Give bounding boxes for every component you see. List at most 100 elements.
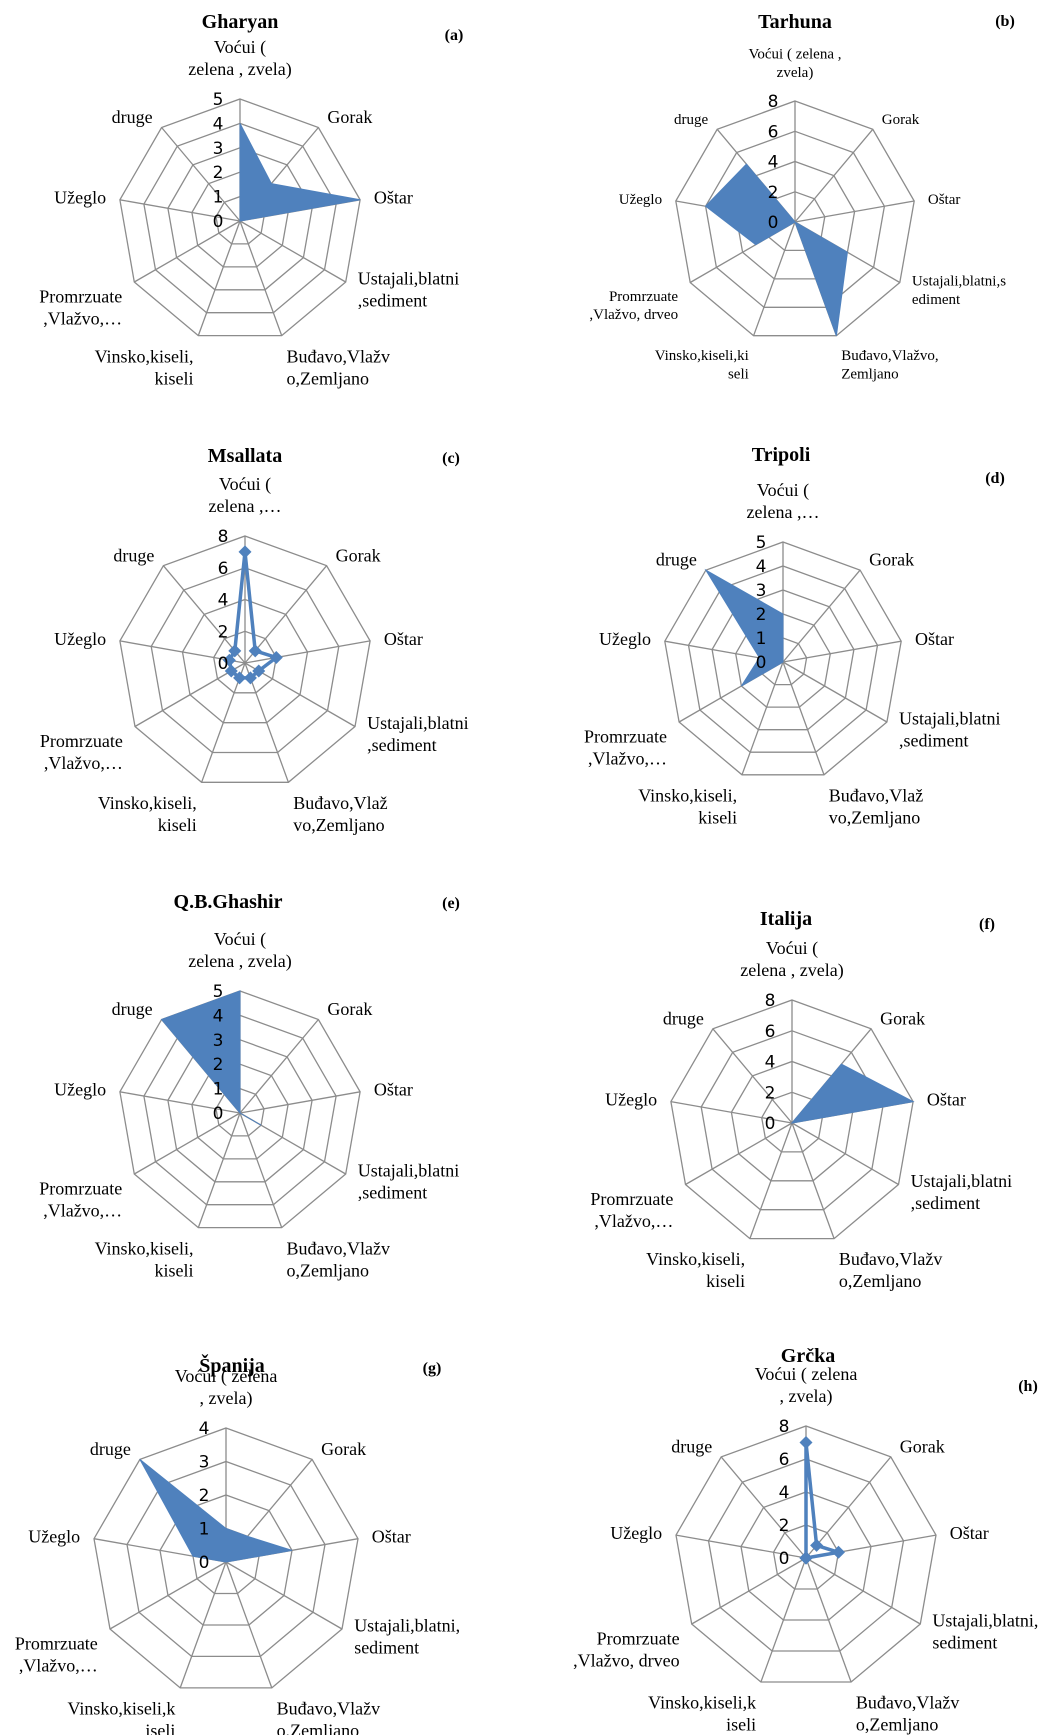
data-point-vocui-zelena-zvela <box>799 1436 813 1449</box>
chart-title: Msallata <box>208 445 282 467</box>
tick-label: 5 <box>213 982 224 1002</box>
radar-panel-q-b-ghashir: 0 1 2 3 4 5 Voćui (zelena , zvela) Gorak Oštar Us… <box>39 891 460 1280</box>
tick-label: 4 <box>199 1419 210 1439</box>
tick-label: 5 <box>213 90 224 110</box>
grid-ring <box>670 999 914 1240</box>
tick-label: 1 <box>213 1080 224 1100</box>
chart-title: Tripoli <box>752 444 811 466</box>
axis-label-promrzuate-vlazvo: Promrzuate ,Vlažvo,… <box>15 1634 98 1676</box>
axis-label-ostar: Oštar <box>915 629 954 649</box>
axis-label-uzeglo: Užeglo <box>54 1080 106 1100</box>
series-area <box>160 990 262 1126</box>
grid-ring <box>740 1491 872 1621</box>
axis-spoke <box>239 220 347 283</box>
axis-label-ustajali-blatni-sediment: Ustajali,blatni,sediment <box>354 1615 460 1657</box>
axis-label-bu-avo-vlaz-vo-zemljano: Buđavo,Vlaž vo,Zemljano <box>829 785 923 827</box>
tick-label: 6 <box>768 122 779 142</box>
axis-label-vinsko-kiseli-kiseli: Vinsko,kiseli, kiseli <box>95 346 194 388</box>
grid-ring <box>711 589 855 731</box>
grid-ring <box>191 1063 289 1160</box>
chart-title: Tarhuna <box>758 11 832 33</box>
axis-spoke <box>244 640 371 664</box>
axis-label-uzeglo: Užeglo <box>599 629 651 649</box>
data-point-promrzuate-vlazvo <box>224 664 238 678</box>
data-point-ustajali-blatni-sediment <box>252 664 266 678</box>
series-area <box>239 123 361 222</box>
axis-label-ostar: Oštar <box>927 1090 966 1110</box>
axis-label-ostar: Oštar <box>372 1527 411 1547</box>
axis-label-vocui-zelena-zvela: Voćui (zelena , zvela) <box>740 938 843 981</box>
tick-label: 2 <box>213 163 224 183</box>
tick-label: 0 <box>756 653 767 673</box>
axis-label-vinsko-kiseli-k-iseli: Vinsko,kiseli,k iseli <box>67 1699 175 1735</box>
axis-spoke <box>691 1557 807 1625</box>
axis-spoke <box>794 128 874 223</box>
grid-ring <box>687 565 879 753</box>
tick-label: 0 <box>213 1104 224 1124</box>
axis-label-druge: druge <box>113 545 154 565</box>
panel-label: (f) <box>979 916 995 933</box>
axis-label-ostar: Oštar <box>928 192 961 208</box>
axis-spoke <box>685 1122 793 1186</box>
axis-spoke <box>782 640 902 663</box>
grid-ring <box>167 147 313 291</box>
tick-label: 0 <box>218 654 229 674</box>
grid-ring <box>167 1039 313 1183</box>
series-line <box>804 1440 841 1560</box>
axis-label-vocui-zelena-zvela: Voćui ( zelena , zvela) <box>748 47 841 81</box>
axis-label-gorak: Gorak <box>869 550 914 570</box>
axis-spoke <box>119 1091 241 1114</box>
chart-title: Španija <box>199 1353 265 1377</box>
axis-label-ustajali-blatni-s-ediment: Ustajali,blatni,s ediment <box>912 274 1006 308</box>
axis-label-ustajali-blatni-sediment: Ustajali,blatni,sediment <box>899 708 1000 750</box>
radar-panel-grcka: 0 2 4 6 8 Voćui ( zelena, zvela) Gorak Oštar Ust… <box>573 1345 1038 1735</box>
axis-spoke <box>197 1112 241 1228</box>
grid-ring <box>143 122 337 314</box>
axis-label-ustajali-blatni-sediment: Ustajali,blatni,sediment <box>367 713 468 755</box>
axis-label-vinsko-kiseli-ki-seli: Vinsko,kiseli,ki seli <box>655 348 749 382</box>
axis-label-ostar: Oštar <box>374 1080 413 1100</box>
axis-spoke <box>794 200 915 223</box>
axis-label-uzeglo: Užeglo <box>605 1090 657 1110</box>
axis-spoke <box>782 569 861 663</box>
chart-title: Q.B.Ghashir <box>174 891 283 913</box>
axis-spoke <box>782 661 888 723</box>
axis-label-vocui-zelena-zvela: Voćui (zelena , zvela) <box>188 929 291 972</box>
data-point-vinsko-kiseli-kiseli <box>233 671 247 685</box>
axis-spoke <box>675 1534 807 1559</box>
data-point-bu-avo-vlaz-vo-zemljano <box>243 671 257 685</box>
axis-spoke <box>752 221 796 336</box>
axis-spoke <box>805 1557 921 1625</box>
tick-label: 4 <box>779 1483 790 1503</box>
axis-label-bu-avo-vlazv-o-zemljano: Buđavo,Vlažv o,Zemljano <box>287 346 390 388</box>
axis-spoke <box>805 1557 852 1683</box>
grid-ring <box>215 1087 265 1137</box>
panel-label: (g) <box>423 1360 442 1377</box>
axis-spoke <box>239 220 283 336</box>
tick-label: 6 <box>779 1450 790 1470</box>
axis-label-gorak: Gorak <box>336 545 381 565</box>
panel-label: (e) <box>442 895 460 912</box>
data-point-druge <box>799 1551 813 1565</box>
tick-label: 8 <box>779 1417 790 1437</box>
axis-label-promrzuate-vlazvo-drveo: Promrzuate ,Vlažvo, drveo <box>589 289 678 323</box>
axis-label-ustajali-blatni-sediment: Ustajali,blatni,sediment <box>911 1171 1012 1213</box>
axis-label-uzeglo: Užeglo <box>28 1527 80 1547</box>
axis-label-gorak: Gorak <box>880 1008 925 1028</box>
tick-label: 5 <box>756 533 767 553</box>
grid-ring <box>119 990 361 1229</box>
axis-spoke <box>133 220 241 283</box>
tick-label: 2 <box>218 622 229 642</box>
series-area <box>790 1063 915 1124</box>
tick-label: 4 <box>765 1053 776 1073</box>
axis-label-vocui-zelena-zvela: Voćui (zelena , zvela) <box>188 37 291 80</box>
axis-spoke <box>179 1561 227 1689</box>
tick-label: 2 <box>779 1516 790 1536</box>
radar-panel-msallata: 0 2 4 6 8 Voćui (zelena ,… Gorak Oštar Ustajali,… <box>40 445 469 835</box>
axis-label-ostar: Oštar <box>374 188 413 208</box>
axis-spoke <box>670 1100 793 1124</box>
tick-label: 6 <box>218 559 229 579</box>
axis-label-bu-avo-vlazv-o-zemljano: Buđavo,Vlažv o,Zemljano <box>839 1249 942 1291</box>
axis-spoke <box>805 1456 892 1559</box>
axis-label-vinsko-kiseli-kiseli: Vinsko,kiseli, kiseli <box>95 1238 194 1280</box>
